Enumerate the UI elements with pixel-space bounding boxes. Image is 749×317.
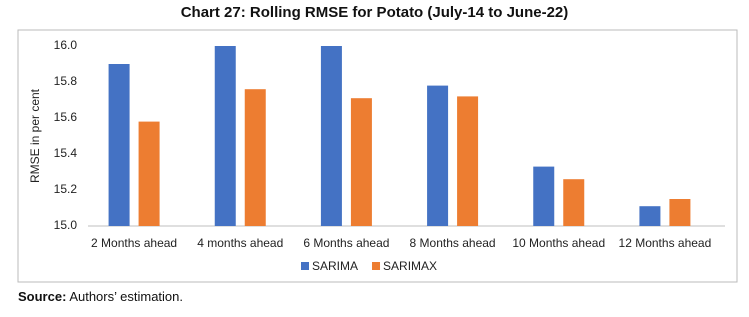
chart-title: Chart 27: Rolling RMSE for Potato (July-… — [180, 4, 569, 21]
bar — [244, 89, 266, 226]
legend-label: SARIMAX — [383, 259, 437, 273]
x-tick-label: 8 Months ahead — [409, 236, 496, 250]
bar — [639, 206, 661, 226]
bar — [108, 64, 130, 226]
bar — [138, 121, 160, 226]
bar — [533, 166, 555, 226]
bar — [214, 46, 236, 226]
y-tick-label: 15.8 — [54, 74, 78, 88]
source: Source: Authors’ estimation. — [18, 289, 183, 304]
y-axis-label: RMSE in per cent — [28, 88, 42, 183]
legend-swatch — [372, 262, 381, 270]
legend-label: SARIMA — [312, 259, 358, 273]
bar — [563, 179, 585, 226]
bar — [320, 46, 342, 226]
bar — [669, 199, 691, 226]
y-tick-label: 15.0 — [54, 218, 78, 232]
source-label: Source: — [18, 289, 67, 304]
y-tick-label: 15.4 — [54, 146, 78, 160]
x-tick-label: 12 Months ahead — [618, 236, 712, 250]
legend-swatch — [301, 262, 309, 270]
y-tick-label: 15.2 — [54, 182, 78, 196]
bar — [457, 96, 479, 227]
x-tick-label: 10 Months ahead — [512, 236, 606, 250]
bar — [350, 98, 372, 226]
x-tick-label: 6 Months ahead — [303, 236, 390, 250]
y-tick-label: 15.6 — [54, 110, 78, 124]
x-tick-label: 2 Months ahead — [91, 236, 178, 250]
bar — [427, 85, 449, 226]
chart-border — [17, 29, 738, 283]
x-tick-label: 4 months ahead — [197, 236, 284, 250]
y-tick-label: 16.0 — [54, 38, 78, 52]
source-text: Authors’ estimation. — [69, 289, 183, 304]
